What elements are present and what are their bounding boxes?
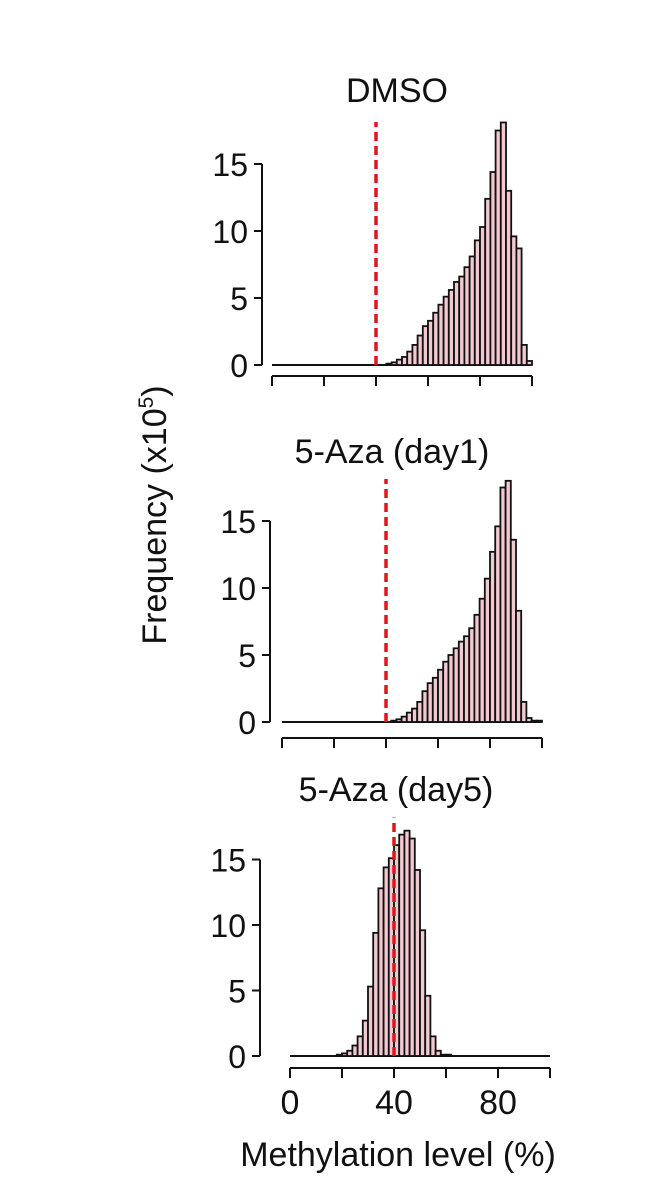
histogram-bar xyxy=(535,719,543,723)
histogram-bar xyxy=(515,247,523,366)
panel-aza-day1: 5-Aza (day1) 0 5 10 15 xyxy=(220,433,543,748)
y-tick-label: 5 xyxy=(228,974,246,1010)
y-tick-label: 0 xyxy=(228,1039,246,1075)
histogram-bar xyxy=(520,701,528,723)
y-tick-label: 15 xyxy=(212,147,248,183)
panel-dmso-title: DMSO xyxy=(346,72,448,110)
histogram-bar xyxy=(429,1035,437,1057)
x-tick-label: 40 xyxy=(375,1084,413,1122)
panel-aza-day5: 5-Aza (day5) 0 5 10 15 0 40 80 Methylation lev… xyxy=(210,771,555,1174)
histogram-bar xyxy=(445,1053,453,1057)
y-tick-label: 10 xyxy=(212,214,248,250)
histogram-bar xyxy=(515,609,523,723)
panel-aza-day5-plot: 0 5 10 15 0 40 80 xyxy=(210,817,551,1122)
panel-dmso-plot: 0 5 10 15 xyxy=(212,121,533,386)
y-tick-label: 0 xyxy=(238,705,256,741)
y-tick-label: 15 xyxy=(210,843,246,879)
y-axis-label: Frequency (x105) xyxy=(135,385,174,644)
panel-dmso: DMSO 0 5 10 15 xyxy=(212,72,533,386)
histogram-bar xyxy=(419,929,427,1057)
histogram-bar xyxy=(525,360,533,366)
y-tick-label: 15 xyxy=(220,504,256,540)
y-tick-label: 0 xyxy=(230,348,248,384)
x-axis-label: Methylation level (%) xyxy=(240,1136,556,1174)
panel-aza-day1-title: 5-Aza (day1) xyxy=(295,433,490,471)
y-tick-label: 5 xyxy=(230,281,248,317)
y-tick-label: 5 xyxy=(238,638,256,674)
histogram-bar xyxy=(424,994,432,1057)
y-tick-label: 10 xyxy=(220,571,256,607)
x-tick-label: 0 xyxy=(281,1084,300,1122)
panel-aza-day5-title: 5-Aza (day5) xyxy=(299,771,494,809)
x-tick-label: 80 xyxy=(479,1084,517,1122)
y-tick-label: 10 xyxy=(210,908,246,944)
histogram-bar xyxy=(434,1049,442,1057)
histogram-bar xyxy=(520,343,528,366)
panel-aza-day1-plot: 0 5 10 15 xyxy=(220,479,543,748)
y-axis-label-superscript: 5 xyxy=(135,397,158,409)
